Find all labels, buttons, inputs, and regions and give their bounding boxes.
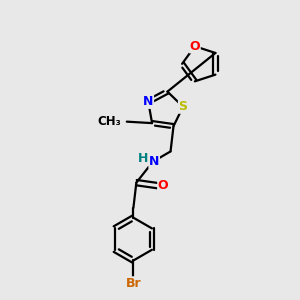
- Text: N: N: [143, 95, 154, 108]
- Text: Br: Br: [126, 277, 141, 290]
- Text: O: O: [190, 40, 200, 53]
- Text: N: N: [149, 155, 159, 168]
- Text: CH₃: CH₃: [98, 115, 122, 128]
- Text: S: S: [178, 100, 188, 113]
- Text: O: O: [158, 179, 168, 192]
- Text: H: H: [138, 152, 148, 165]
